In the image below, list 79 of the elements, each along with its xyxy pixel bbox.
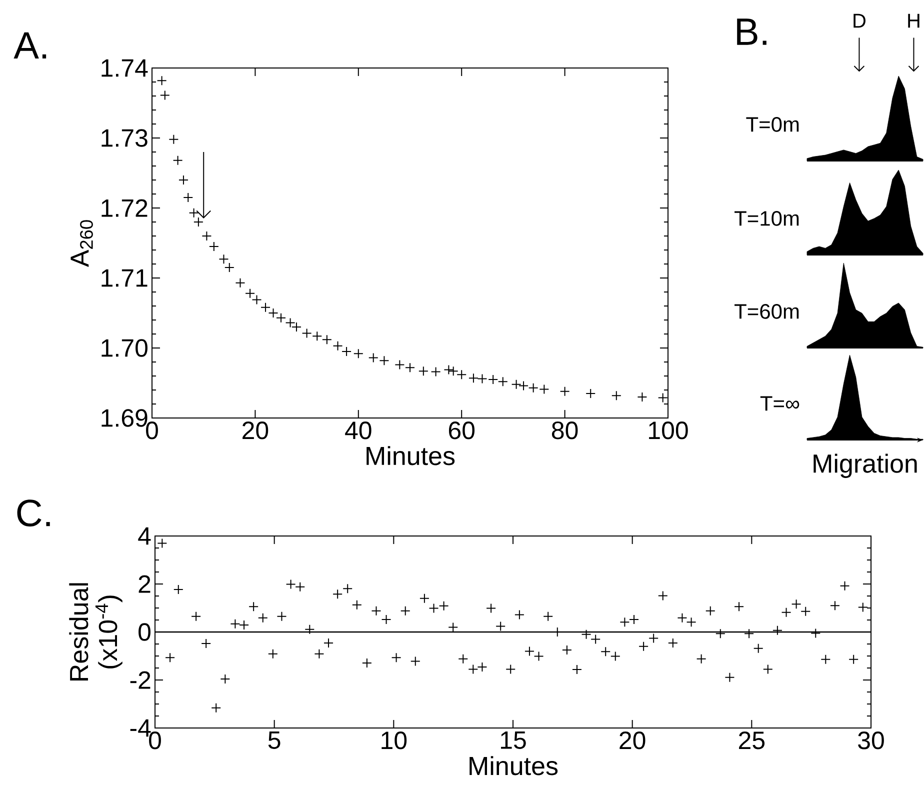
point [539, 384, 550, 394]
x-axis-title: Migration [814, 454, 917, 478]
point [498, 376, 508, 387]
point [518, 380, 529, 391]
point [528, 382, 538, 393]
point [368, 352, 378, 363]
point [224, 262, 234, 272]
x-tick-label: 30 [858, 732, 884, 750]
point [353, 348, 364, 359]
point [418, 366, 428, 376]
y-tick-label: 1.72 [102, 199, 148, 217]
point [178, 174, 188, 185]
point [448, 366, 458, 376]
x-tick-label: 20 [242, 422, 268, 440]
point [658, 392, 668, 403]
y-tick-label: 1.73 [102, 129, 148, 147]
x-tick-label: 5 [268, 732, 280, 749]
point [218, 254, 229, 264]
x-tick-label: 15 [500, 732, 526, 749]
y-axis-title: T=∞ [760, 396, 800, 411]
point [235, 278, 246, 288]
point [268, 308, 278, 318]
point [172, 155, 183, 166]
y-tick-label: 1.74 [102, 59, 148, 77]
y-tick-label: 1.70 [102, 339, 148, 357]
y-tick-label: 1.71 [102, 269, 148, 287]
point [302, 328, 312, 338]
x-tick-label: 20 [620, 732, 646, 750]
y-tick-label: 4 [138, 527, 151, 545]
y-axis-title: T=60m [734, 304, 799, 319]
point [342, 346, 352, 356]
point [444, 364, 454, 375]
point [183, 192, 194, 202]
y-axis-title: T=10m [734, 211, 799, 226]
chart-title: C. [17, 500, 50, 526]
x-tick-label: 40 [345, 422, 372, 440]
y-axis-title: T=0m [746, 117, 799, 132]
point [468, 373, 478, 384]
point [405, 362, 415, 373]
y-tick-label: -4 [130, 719, 151, 737]
point [430, 366, 441, 377]
text: D [854, 14, 866, 28]
chart-title: A. [14, 32, 46, 58]
y-tick-label: -2 [130, 671, 150, 689]
x-axis-title: Minutes [470, 756, 558, 776]
point [560, 386, 570, 396]
x-tick-label: 60 [448, 422, 475, 440]
point [488, 374, 498, 384]
point [511, 379, 522, 390]
point [260, 302, 271, 312]
y-tick-label: 0 [138, 623, 150, 641]
point [611, 390, 622, 401]
point [160, 90, 170, 100]
point [312, 331, 322, 342]
x-tick-label: 10 [382, 732, 407, 750]
point [637, 392, 648, 402]
point [394, 360, 405, 370]
point [156, 76, 167, 86]
point [193, 216, 204, 227]
point [188, 208, 199, 218]
point [379, 356, 390, 366]
point [322, 334, 332, 345]
x-tick-label: 80 [552, 422, 578, 440]
y-axis-title: A$_{260}$ [70, 220, 93, 268]
text: H [908, 14, 920, 28]
point [456, 370, 467, 380]
point [202, 230, 212, 241]
chart-title: B. [737, 18, 766, 45]
x-tick-label: 25 [739, 732, 765, 750]
point [276, 312, 286, 323]
point [208, 241, 219, 252]
point [586, 388, 596, 398]
y-tick-label: 2 [138, 575, 150, 593]
point [168, 134, 179, 144]
point [477, 374, 488, 384]
x-tick-label: 100 [649, 422, 688, 440]
y-tick-label: 1.69 [102, 409, 148, 427]
x-axis-title: Minutes [366, 446, 455, 466]
point [332, 340, 343, 351]
